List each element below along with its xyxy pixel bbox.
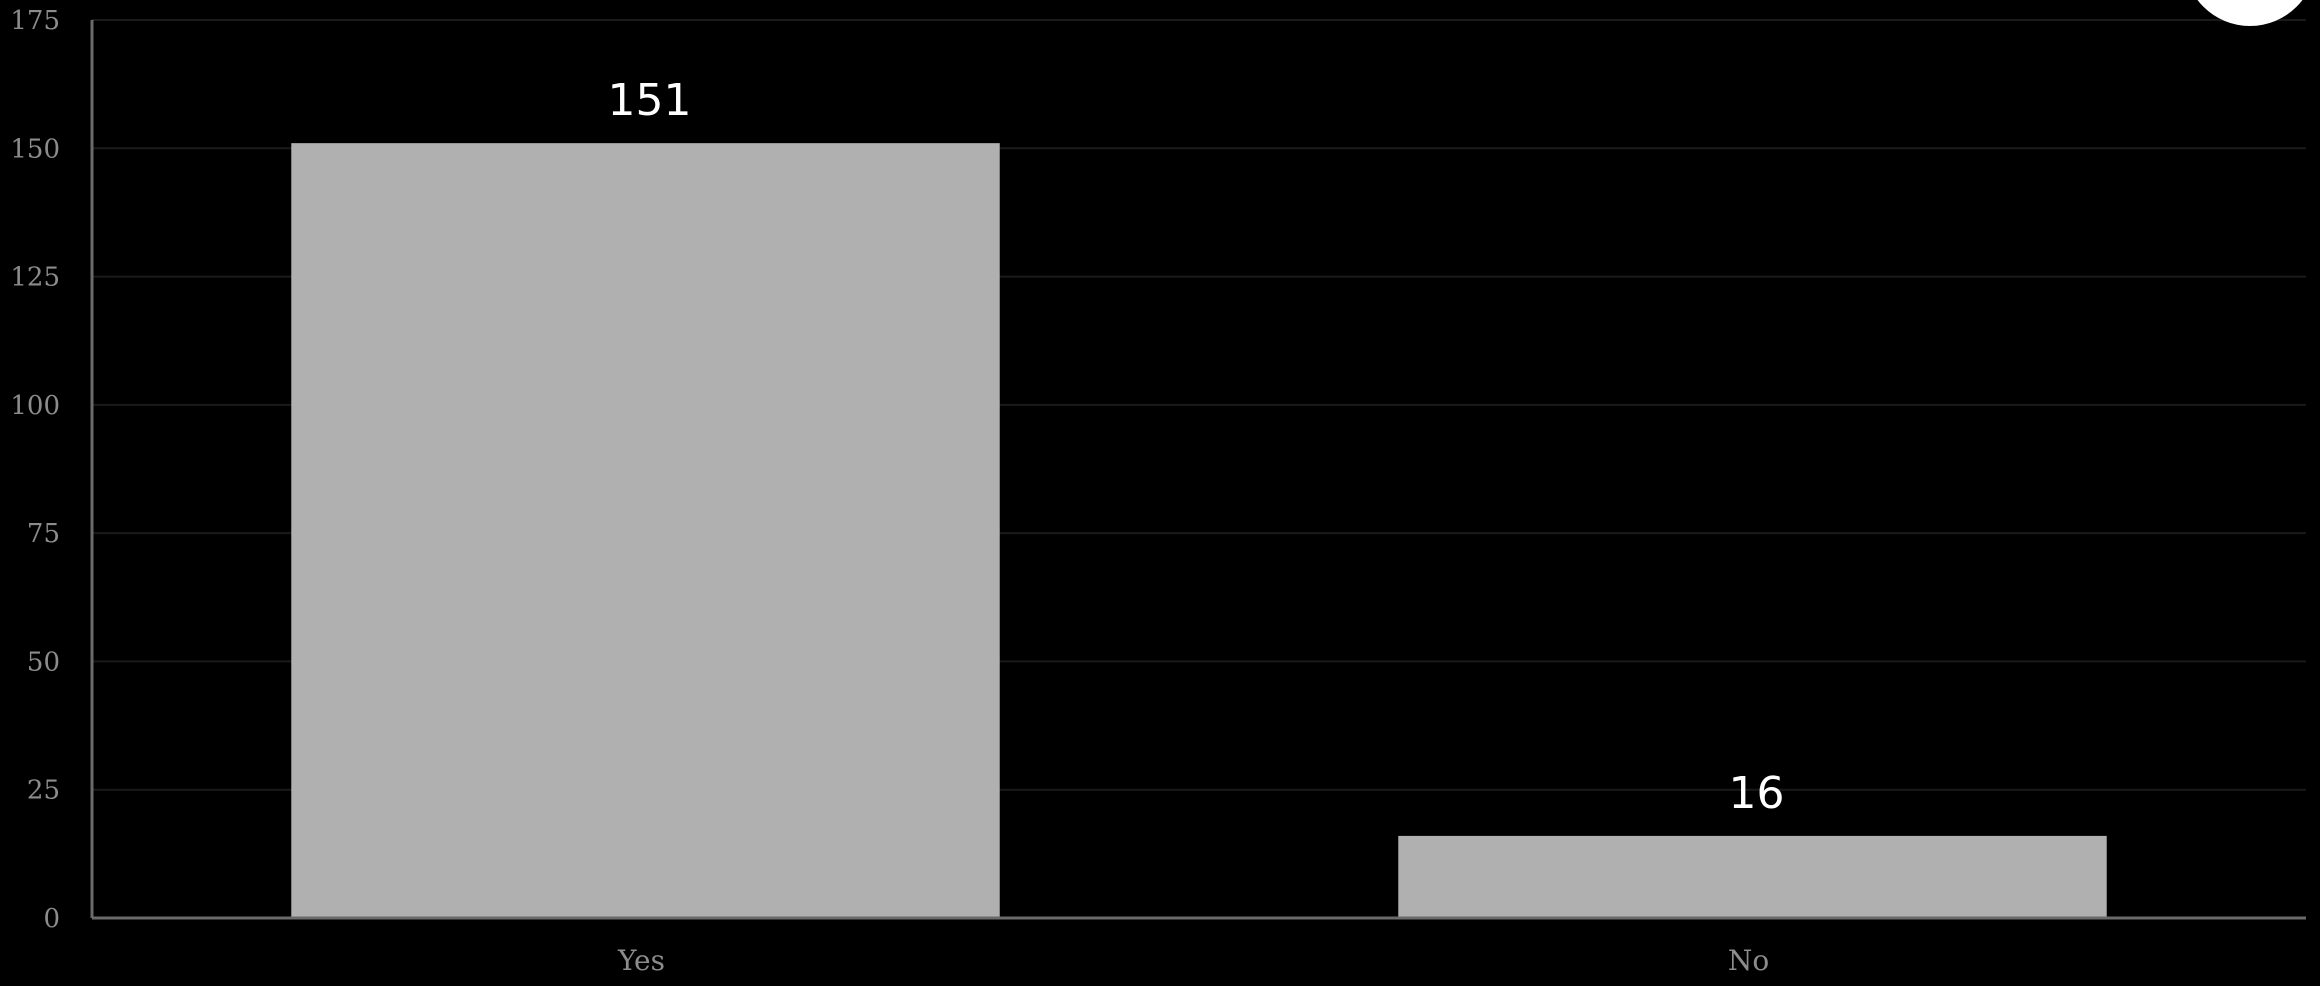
x-category-label: Yes xyxy=(617,944,665,977)
corner-badge[interactable] xyxy=(2184,0,2316,26)
y-tick-label: 150 xyxy=(10,134,60,164)
bar-no xyxy=(1398,835,2107,918)
y-tick-label: 75 xyxy=(27,519,60,549)
data-label: 151 xyxy=(608,75,692,126)
y-tick-label: 175 xyxy=(10,6,60,36)
y-tick-label: 125 xyxy=(10,263,60,293)
label-layer: 0 25 50 75 100 125 150 175 151 Yes 16 No xyxy=(10,6,1784,977)
axis-layer xyxy=(90,20,2306,920)
bar-yes xyxy=(291,143,1000,918)
y-tick-label: 25 xyxy=(27,776,60,806)
y-tick-label: 100 xyxy=(10,391,60,421)
y-tick-label: 50 xyxy=(27,647,60,677)
y-tick-label: 0 xyxy=(43,904,60,934)
x-category-label: No xyxy=(1728,944,1769,977)
bar-layer xyxy=(291,143,2107,918)
data-label: 16 xyxy=(1729,768,1785,819)
